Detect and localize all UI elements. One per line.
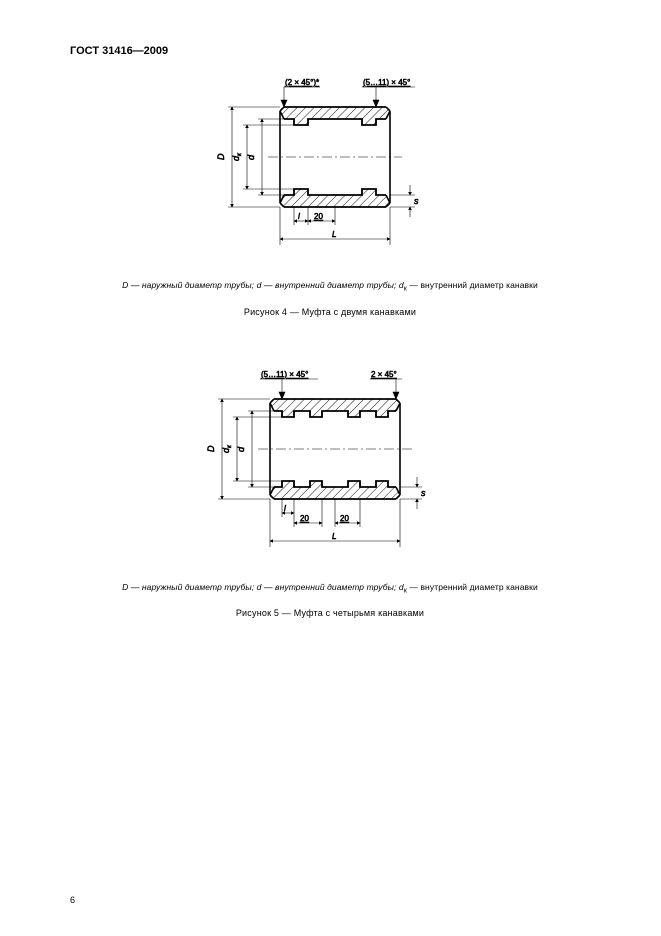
figure-5-wrap: (5…11) × 45° 2 × 45° D dк d bbox=[70, 359, 590, 564]
fig4-legend-post: — внутренний диаметр канавки bbox=[407, 280, 538, 290]
fig5-sym-D: D bbox=[206, 445, 216, 452]
fig4-chamfer-right: (5…11) × 45° bbox=[363, 78, 410, 87]
page-container: ГОСТ 31416—2009 bbox=[70, 45, 590, 895]
fig4-chamfer-left: (2 × 45°)* bbox=[285, 78, 319, 87]
fig5-dim-L: L bbox=[332, 532, 336, 541]
fig5-chamfer-right: 2 × 45° bbox=[371, 370, 397, 379]
fig5-chamfer-left: (5…11) × 45° bbox=[261, 370, 308, 379]
fig5-sym-d: d bbox=[236, 446, 246, 452]
figure-4-svg: (2 × 45°)* (5…11) × 45° D bbox=[210, 67, 450, 257]
fig5-dim-s: s bbox=[421, 488, 426, 498]
svg-text:dк: dк bbox=[231, 152, 243, 161]
figure-5-svg: (5…11) × 45° 2 × 45° D dк d bbox=[200, 359, 460, 559]
fig4-legend-pre: D — наружный диаметр трубы; d — внутренн… bbox=[122, 280, 404, 290]
figure-5-legend: D — наружный диаметр трубы; d — внутренн… bbox=[70, 582, 590, 595]
fig4-dim-s: s bbox=[414, 196, 419, 206]
fig4-sym-d: d bbox=[246, 154, 256, 160]
fig4-dim-20: 20 bbox=[314, 212, 323, 221]
fig4-sym-dk-sub: к bbox=[237, 152, 243, 156]
fig5-legend-post: — внутренний диаметр канавки bbox=[407, 582, 538, 592]
fig5-sym-dk-sub: к bbox=[227, 444, 233, 448]
figure-4-caption: Рисунок 4 — Муфта с двумя канавками bbox=[70, 307, 590, 317]
figure-4-wrap: (2 × 45°)* (5…11) × 45° D bbox=[70, 67, 590, 262]
standard-header: ГОСТ 31416—2009 bbox=[70, 45, 590, 57]
fig5-dim-l: l bbox=[284, 504, 286, 513]
figure-5-caption: Рисунок 5 — Муфта с четырьмя канавками bbox=[70, 608, 590, 618]
page-number: 6 bbox=[70, 895, 75, 905]
fig4-dim-l: l bbox=[298, 212, 300, 221]
fig5-legend-pre: D — наружный диаметр трубы; d — внутренн… bbox=[122, 582, 404, 592]
fig4-sym-D: D bbox=[216, 153, 226, 160]
fig5-dim-20a: 20 bbox=[300, 514, 309, 523]
fig4-dim-L: L bbox=[332, 230, 336, 239]
figure-4-legend: D — наружный диаметр трубы; d — внутренн… bbox=[70, 280, 590, 293]
fig5-dim-20b: 20 bbox=[340, 514, 349, 523]
svg-text:dк: dк bbox=[221, 444, 233, 453]
